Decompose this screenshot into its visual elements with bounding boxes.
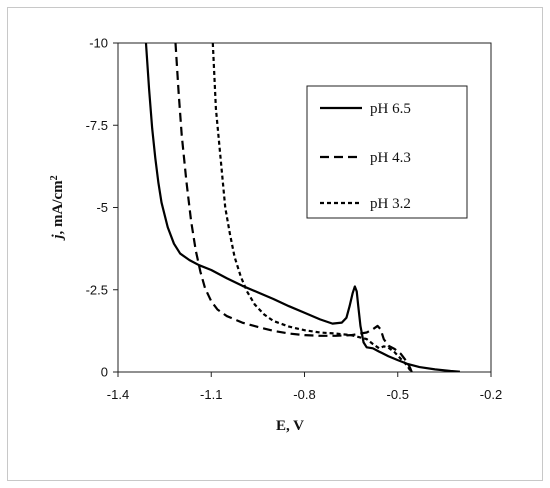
legend-label-3: pH 3.2 <box>370 196 411 212</box>
legend-label-1: pH 6.5 <box>370 101 411 117</box>
y-tick-label: -5 <box>96 200 108 215</box>
y-axis-title-symbol: j <box>50 234 66 241</box>
x-tick-label: -1.4 <box>107 387 129 402</box>
y-tick-label: -7.5 <box>86 118 108 133</box>
x-tick-label: -0.8 <box>293 387 315 402</box>
y-axis-title-exponent: 2 <box>49 175 60 180</box>
y-tick-label: 0 <box>101 365 108 380</box>
x-axis-title: E, V <box>276 418 304 434</box>
y-axis: 0 -2.5 -5 -7.5 -10 <box>86 36 118 380</box>
figure-frame <box>7 7 543 481</box>
x-tick-label: -0.5 <box>387 387 409 402</box>
x-tick-label: -0.2 <box>480 387 502 402</box>
y-tick-label: -2.5 <box>86 282 108 297</box>
y-axis-title: j, mA/cm2 <box>49 175 67 240</box>
series-line-2 <box>174 43 413 372</box>
legend-label-2: pH 4.3 <box>370 150 411 166</box>
series-line-1 <box>144 43 460 372</box>
y-tick-label: -10 <box>89 36 108 51</box>
y-axis-title-unit: , mA/cm <box>50 180 66 235</box>
x-axis: -1.4 -1.1 -0.8 -0.5 -0.2 <box>107 372 502 402</box>
legend: pH 6.5 pH 4.3 pH 3.2 <box>306 85 468 219</box>
x-tick-label: -1.1 <box>200 387 222 402</box>
series-group <box>144 43 460 372</box>
series-line-3 <box>211 43 412 371</box>
